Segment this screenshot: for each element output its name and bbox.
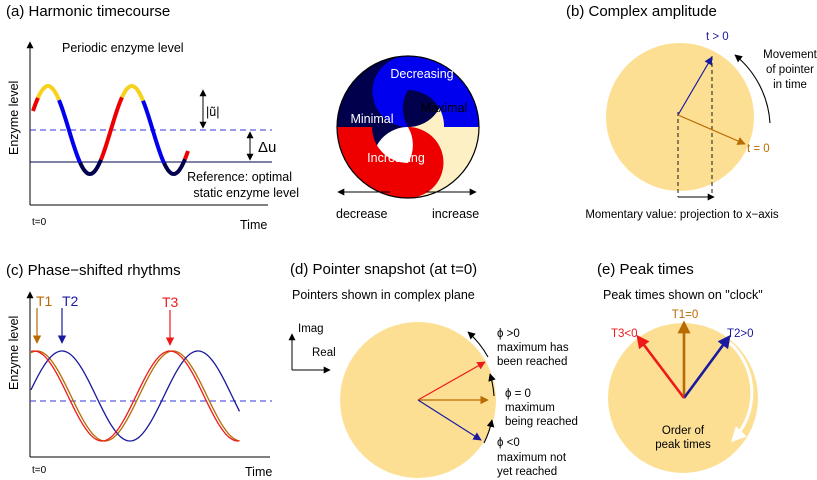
panel-e-t3-label: T3<0: [611, 328, 638, 340]
panel-a-wave-segments: [31, 83, 190, 177]
panel-d: (d) Pointer snapshot (at t=0) Pointers s…: [288, 261, 578, 478]
yin-decreasing-label: Decreasing: [390, 67, 453, 81]
panel-a-wave-segment: [120, 83, 145, 102]
panel-a-wave-segment: [141, 99, 166, 164]
yin-yang-disc: [336, 55, 480, 199]
panel-b-pointer-later: [677, 56, 713, 116]
panel-e-t2-label: T2>0: [727, 328, 754, 340]
panel-d-zero-l1: maximum: [505, 402, 555, 414]
panel-a-wave-segment: [57, 99, 82, 164]
panel-a-amp-label: |ũ|: [206, 105, 219, 119]
panel-a-xlabel: Time: [240, 218, 267, 232]
panel-a-ref-line2: static enzyme level: [193, 186, 299, 200]
panel-b-movement-l1: Movement: [763, 49, 817, 61]
panel-e-subtitle: Peak times shown on "clock": [603, 288, 763, 302]
panel-e-order-l1: Order of: [662, 425, 705, 437]
panel-a-ref-line1: Reference: optimal: [187, 170, 292, 184]
panel-c-t3-label: T3: [162, 294, 179, 310]
panel-a-subtitle: Periodic enzyme level: [62, 41, 184, 55]
panel-c-wave-t1: [30, 350, 240, 442]
panel-a-ylabel: Enzyme level: [7, 81, 21, 155]
panel-d-subtitle: Pointers shown in complex plane: [292, 288, 475, 302]
panel-d-pos-l1: maximum has: [497, 342, 569, 354]
panel-c-title: (c) Phase−shifted rhythms: [6, 262, 181, 279]
panel-c: (c) Phase−shifted rhythms Enzyme level t…: [6, 262, 272, 479]
panel-d-neg-phi: ϕ <0: [497, 437, 520, 449]
panel-b-movement-l2: of pointer: [766, 64, 814, 76]
panel-e-hand-t2: [682, 334, 731, 399]
panel-a: (a) Harmonic timecourse Periodic enzyme …: [6, 3, 480, 232]
panel-c-wave-t2: [30, 350, 241, 442]
panel-d-zero-l2: being reached: [505, 416, 578, 428]
panel-a-wave-segment: [183, 150, 190, 160]
panel-e-t1-label: T1=0: [672, 309, 699, 321]
panel-d-real-label: Real: [312, 347, 336, 359]
panel-b-t-zero: t = 0: [747, 143, 770, 155]
panel-a-delta-label: Δu: [258, 139, 276, 156]
panel-d-neg-l1: maximum not: [497, 452, 567, 464]
panel-a-wave-segment: [36, 83, 61, 101]
panel-d-rot-arrow-neg: [483, 419, 495, 444]
panel-b-rotation-arrow: [734, 54, 771, 124]
panel-c-wave-t3: [30, 350, 240, 442]
panel-e-order-arrow: [728, 341, 754, 443]
panel-d-pointer-neg: [417, 399, 482, 441]
panel-d-rot-arrow-pos: [467, 331, 489, 358]
panel-d-rot-arrow-zero: [488, 373, 496, 397]
panel-d-imag-label: Imag: [298, 323, 324, 335]
panel-b-disc: [606, 43, 754, 191]
panel-e: (e) Peak times Peak times shown on "cloc…: [597, 261, 763, 473]
panel-a-wave-segment: [99, 96, 124, 161]
panel-d-zero-phi: ϕ = 0: [505, 388, 531, 400]
panel-c-xlabel: Time: [245, 465, 272, 479]
panel-d-pos-phi: ϕ >0: [497, 328, 520, 340]
panel-a-title: (a) Harmonic timecourse: [6, 3, 170, 20]
panel-b: (b) Complex amplitude t > 0 t = 0 Moveme…: [566, 3, 817, 221]
panel-d-pointer-pos: [417, 361, 486, 401]
panel-b-t-pos: t > 0: [706, 31, 729, 43]
panel-c-t1-label: T1: [36, 293, 53, 309]
yin-minimal-label: Minimal: [350, 112, 393, 126]
panel-d-neg-l2: yet reached: [497, 466, 557, 478]
panel-a-t0: t=0: [32, 217, 47, 228]
panel-e-hand-t3: [636, 334, 686, 399]
panel-e-title: (e) Peak times: [597, 261, 694, 278]
panel-a-wave-segment: [162, 158, 187, 177]
yin-maximal-label: Maximal: [421, 101, 468, 115]
panel-c-t2-label: T2: [62, 293, 79, 309]
panel-d-pos-l2: been reached: [497, 356, 567, 368]
decrease-label: decrease: [336, 207, 387, 221]
panel-a-wave-segment: [78, 158, 103, 177]
panel-c-ylabel: Enzyme level: [7, 316, 21, 390]
panel-e-order-l2: peak times: [655, 439, 711, 451]
panel-b-title: (b) Complex amplitude: [566, 3, 717, 20]
panel-b-pointer-now: [677, 114, 746, 145]
panel-b-caption: Momentary value: projection to x−axis: [585, 209, 779, 221]
yin-increasing-label: Increasing: [367, 151, 425, 165]
panel-b-movement-l3: in time: [773, 79, 807, 91]
panel-a-wave-segment: [31, 97, 40, 112]
panel-c-t0: t=0: [32, 465, 47, 476]
increase-label: increase: [432, 207, 479, 221]
panel-d-title: (d) Pointer snapshot (at t=0): [290, 261, 477, 278]
